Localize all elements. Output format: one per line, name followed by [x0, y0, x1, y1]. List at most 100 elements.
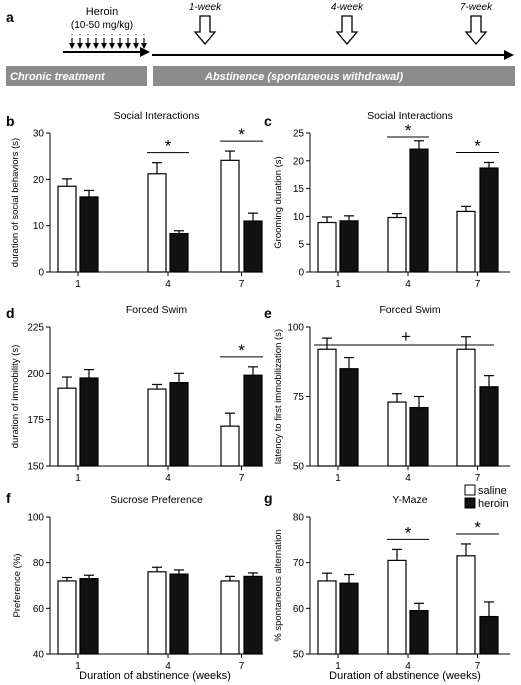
y-tick-label: 15 — [293, 184, 305, 195]
bar-saline — [57, 580, 77, 655]
panel-b: b Social Interactions duration of social b… — [6, 110, 263, 290]
panel-label-a: a — [6, 9, 14, 25]
y-tick-label: 25 — [293, 129, 305, 140]
y-tick-label: 175 — [27, 415, 44, 426]
x-tick-label: 4 — [405, 279, 411, 290]
panel-label-g: g — [264, 490, 273, 506]
significance-marker: * — [405, 121, 412, 140]
y-tick-label: 5 — [298, 240, 304, 251]
significance-marker: * — [238, 341, 245, 360]
y-tick-label: 50 — [293, 462, 305, 473]
injection-arrowhead — [101, 43, 107, 49]
panel-f: f Sucrose Preference Preference (%) 40 60 80 1… — [6, 490, 263, 672]
bar-saline — [57, 185, 77, 273]
bar-saline — [456, 348, 476, 467]
bar-heroin — [409, 610, 429, 655]
chart-title: Y-Maze — [392, 494, 427, 506]
injection-arrowhead — [69, 43, 75, 49]
down-arrow-icon — [335, 15, 359, 46]
x-tick-label: 1 — [75, 279, 81, 290]
x-tick-label: 7 — [475, 279, 481, 290]
x-tick-label: 7 — [239, 661, 245, 672]
bar-heroin — [169, 232, 189, 273]
y-tick-label: 0 — [38, 268, 44, 279]
chronic-label: Chronic treatment — [10, 71, 106, 83]
bar-heroin — [243, 374, 263, 467]
bar-saline — [147, 571, 167, 655]
significance-marker: * — [405, 523, 412, 542]
panel-g: g Y-Maze % spontaneous alternation 50 60 70 80… — [264, 490, 510, 672]
y-tick-label: 60 — [293, 604, 305, 615]
legend: saline heroin — [464, 484, 509, 510]
y-tick-label: 200 — [27, 369, 44, 380]
x-tick-label: 7 — [475, 473, 481, 484]
panel-label-f: f — [6, 490, 11, 506]
bar-heroin — [169, 573, 189, 655]
y-tick-label: 80 — [33, 558, 45, 569]
bar-heroin — [409, 407, 429, 467]
bar-saline — [220, 425, 240, 467]
x-tick-label: 4 — [165, 279, 171, 290]
bar-saline — [317, 221, 337, 273]
y-tick-label: 75 — [293, 392, 305, 403]
bar-saline — [220, 580, 240, 655]
panel-e: e Forced Swim latency to first immobilizat… — [264, 304, 510, 484]
y-axis-label: duration of social behaviors (s) — [10, 138, 21, 267]
x-axis-label-left: Duration of abstinence (weeks) — [79, 670, 231, 682]
chart-title: Social Interactions — [367, 110, 453, 122]
bar-heroin — [479, 386, 499, 467]
x-tick-label: 1 — [335, 279, 341, 290]
bar-saline — [387, 559, 407, 655]
legend-label-heroin: heroin — [478, 498, 509, 510]
timeline-panel: a Heroin (10-50 mg/kg) 1-week 4-week 7-w… — [6, 2, 515, 86]
y-tick-label: 70 — [293, 558, 305, 569]
significance-marker: * — [474, 136, 481, 155]
bar-heroin — [79, 196, 99, 273]
down-arrow-icon — [464, 15, 488, 46]
x-tick-label: 4 — [165, 661, 171, 672]
bar-saline — [317, 580, 337, 655]
panel-label-d: d — [6, 305, 15, 321]
bar-saline — [220, 159, 240, 273]
injection-arrowhead — [125, 43, 131, 49]
bar-heroin — [243, 220, 263, 273]
y-tick-label: 60 — [33, 604, 45, 615]
marker-label: 7-week — [460, 2, 493, 13]
y-axis-label: latency to first immobilization (s) — [273, 329, 284, 464]
bar-heroin — [339, 220, 359, 273]
panel-d: d Forced Swim duration of immobility (s) 15… — [6, 304, 263, 484]
x-tick-label: 7 — [475, 661, 481, 672]
bar-heroin — [243, 575, 263, 655]
y-axis-label: Preference (%) — [12, 554, 23, 618]
down-arrow-icon — [193, 15, 217, 46]
y-tick-label: 10 — [33, 221, 45, 232]
bar-heroin — [339, 582, 359, 655]
abstinence-label: Abstinence (spontaneous withdrawal) — [204, 71, 403, 83]
abstinence-banner — [153, 66, 515, 86]
bar-heroin — [79, 377, 99, 467]
legend-swatch-saline — [464, 484, 476, 496]
chart-title: Forced Swim — [379, 304, 441, 316]
legend-label-saline: saline — [478, 485, 507, 497]
x-tick-label: 4 — [165, 473, 171, 484]
x-tick-label: 7 — [239, 473, 245, 484]
abstinence-arrowhead — [504, 50, 514, 60]
chart-title: Social Interactions — [114, 110, 200, 122]
injection-arrowhead — [117, 43, 123, 49]
bar-heroin — [339, 368, 359, 467]
panel-label-e: e — [264, 305, 272, 321]
x-tick-label: 7 — [239, 279, 245, 290]
bar-heroin — [479, 167, 499, 273]
bar-saline — [456, 555, 476, 655]
y-tick-label: 10 — [293, 212, 305, 223]
bar-saline — [147, 173, 167, 273]
heroin-label: Heroin — [86, 6, 118, 18]
bar-saline — [387, 216, 407, 273]
injection-arrowhead — [85, 43, 91, 49]
significance-marker: * — [474, 518, 481, 537]
panel-label-b: b — [6, 113, 15, 129]
marker-1-week: 1-week — [189, 2, 222, 46]
y-axis-label: % spontaneous alternation — [273, 529, 284, 642]
y-tick-label: 40 — [33, 650, 45, 661]
